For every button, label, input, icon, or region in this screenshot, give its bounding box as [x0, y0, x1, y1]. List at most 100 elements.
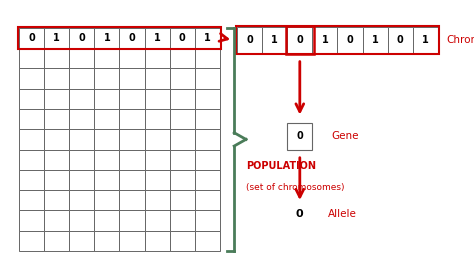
Bar: [19, 28, 44, 48]
Text: 1: 1: [422, 35, 429, 45]
Bar: [94, 210, 119, 231]
Bar: [312, 27, 337, 53]
Bar: [69, 170, 94, 190]
Bar: [19, 28, 44, 48]
Bar: [262, 27, 287, 53]
Bar: [145, 170, 170, 190]
Bar: [195, 28, 220, 48]
Bar: [170, 129, 195, 150]
Text: Chromosome: Chromosome: [447, 35, 474, 45]
Bar: [195, 89, 220, 109]
Bar: [69, 89, 94, 109]
Bar: [337, 27, 363, 53]
Bar: [170, 190, 195, 210]
Bar: [119, 129, 145, 150]
Bar: [236, 26, 439, 54]
Text: 1: 1: [204, 33, 211, 43]
Bar: [69, 190, 94, 210]
Bar: [145, 150, 170, 170]
Text: 0: 0: [179, 33, 186, 43]
Bar: [119, 190, 145, 210]
Bar: [170, 210, 195, 231]
Bar: [19, 68, 44, 89]
Bar: [44, 190, 69, 210]
Bar: [119, 231, 145, 251]
Bar: [44, 89, 69, 109]
Bar: [195, 48, 220, 68]
Bar: [44, 68, 69, 89]
Text: 0: 0: [78, 33, 85, 43]
Bar: [119, 89, 145, 109]
Bar: [19, 150, 44, 170]
Bar: [19, 89, 44, 109]
Bar: [145, 190, 170, 210]
Bar: [195, 150, 220, 170]
Bar: [94, 28, 119, 48]
Bar: [195, 231, 220, 251]
Bar: [170, 150, 195, 170]
Bar: [44, 28, 69, 48]
Bar: [170, 170, 195, 190]
Bar: [19, 48, 44, 68]
Text: 1: 1: [321, 35, 328, 45]
Bar: [145, 231, 170, 251]
Text: Gene: Gene: [331, 131, 359, 141]
Bar: [145, 68, 170, 89]
Text: POPULATION: POPULATION: [246, 161, 316, 171]
Bar: [119, 210, 145, 231]
Bar: [19, 190, 44, 210]
Text: 0: 0: [246, 35, 253, 45]
Bar: [145, 28, 170, 48]
Bar: [119, 150, 145, 170]
Bar: [119, 68, 145, 89]
Bar: [170, 28, 195, 48]
Bar: [94, 48, 119, 68]
Bar: [18, 27, 221, 49]
Bar: [44, 48, 69, 68]
Bar: [94, 109, 119, 129]
Bar: [170, 231, 195, 251]
Bar: [170, 109, 195, 129]
Bar: [44, 210, 69, 231]
Bar: [19, 129, 44, 150]
Bar: [44, 28, 69, 48]
Bar: [44, 150, 69, 170]
Bar: [69, 68, 94, 89]
Bar: [119, 109, 145, 129]
Text: (set of chromosomes): (set of chromosomes): [246, 183, 345, 192]
Bar: [69, 210, 94, 231]
Bar: [170, 89, 195, 109]
Bar: [69, 48, 94, 68]
Bar: [69, 129, 94, 150]
Bar: [170, 68, 195, 89]
Bar: [119, 170, 145, 190]
Bar: [19, 170, 44, 190]
Bar: [145, 129, 170, 150]
Text: 1: 1: [103, 33, 110, 43]
Bar: [94, 129, 119, 150]
Text: 0: 0: [397, 35, 404, 45]
Bar: [69, 28, 94, 48]
Bar: [145, 48, 170, 68]
Text: 0: 0: [296, 131, 303, 141]
Bar: [119, 28, 145, 48]
Bar: [195, 170, 220, 190]
Bar: [388, 27, 413, 53]
Text: 0: 0: [128, 33, 136, 43]
Bar: [195, 28, 220, 48]
Bar: [94, 150, 119, 170]
Bar: [94, 28, 119, 48]
Bar: [413, 27, 438, 53]
Bar: [145, 210, 170, 231]
Bar: [19, 231, 44, 251]
Bar: [69, 150, 94, 170]
Bar: [94, 231, 119, 251]
Bar: [363, 27, 388, 53]
Bar: [94, 190, 119, 210]
Bar: [19, 109, 44, 129]
Bar: [69, 109, 94, 129]
Bar: [287, 27, 312, 53]
Bar: [119, 28, 145, 48]
Bar: [145, 89, 170, 109]
Bar: [237, 27, 262, 53]
